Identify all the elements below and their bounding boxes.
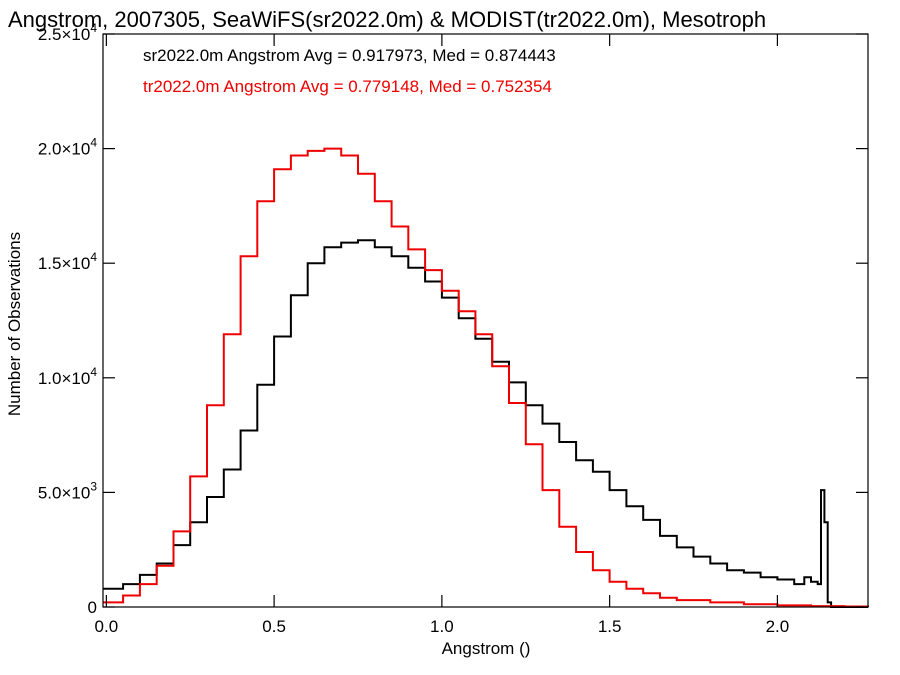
x-tick-label: 0.5 [262, 617, 286, 636]
y-axis-ticks: 0 5.0×103 1.0×104 1.5×104 2.0×104 2.5×104 [38, 21, 868, 617]
x-tick-label: 1.0 [430, 617, 454, 636]
y-tick-label: 1.0×104 [38, 365, 97, 388]
y-tick-label: 2.5×104 [38, 21, 97, 44]
y-axis-label: Number of Observations [5, 232, 24, 416]
y-tick-label: 1.5×104 [38, 250, 97, 273]
chart-title: Angstrom, 2007305, SeaWiFS(sr2022.0m) & … [8, 7, 766, 32]
annotation-tr2022-stats: tr2022.0m Angstrom Avg = 0.779148, Med =… [143, 77, 552, 96]
series-tr2022-line [103, 147, 869, 608]
plot-series [103, 147, 869, 608]
x-tick-label: 2.0 [766, 617, 790, 636]
y-tick-label: 0 [88, 598, 97, 617]
plot-frame [102, 33, 869, 608]
y-tick-label: 5.0×103 [38, 479, 97, 502]
x-tick-label: 0.0 [95, 617, 119, 636]
annotation-sr2022-stats: sr2022.0m Angstrom Avg = 0.917973, Med =… [143, 46, 556, 65]
x-tick-label: 1.5 [598, 617, 622, 636]
x-axis-label: Angstrom () [442, 639, 531, 658]
series-sr2022-line [103, 239, 868, 608]
x-axis-ticks: 0.0 0.5 1.0 1.5 2.0 [95, 34, 790, 636]
y-tick-label: 2.0×104 [38, 136, 97, 159]
